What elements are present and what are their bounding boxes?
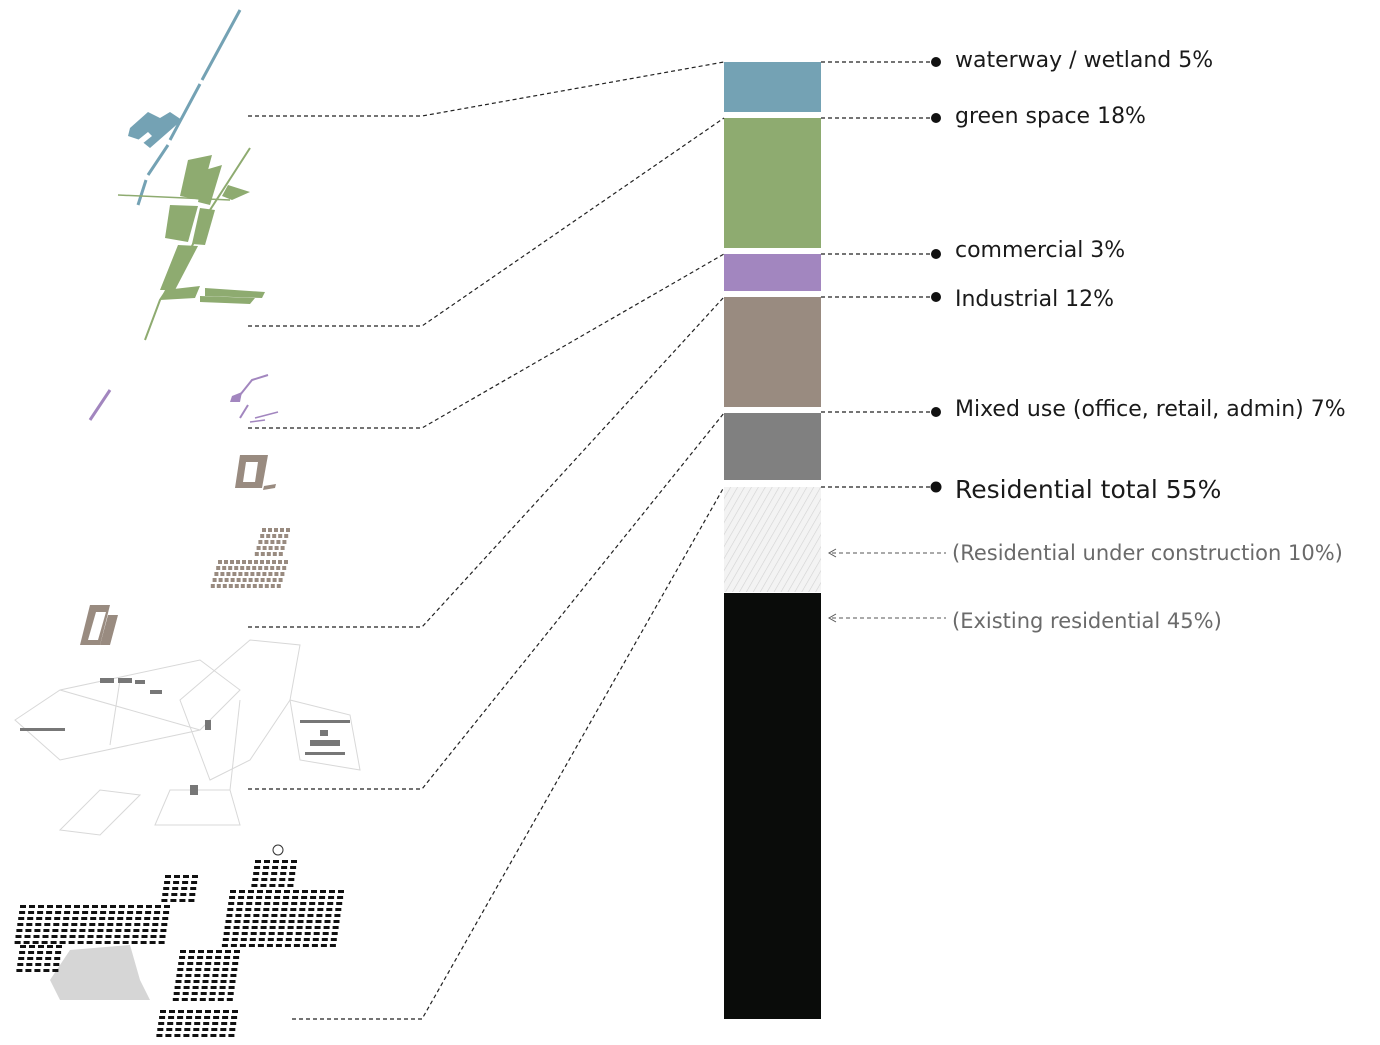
label-residential-total: Residential total 55% — [955, 475, 1222, 504]
bar-segment-mixed-use — [724, 413, 821, 480]
label-industrial: Industrial 12% — [955, 287, 1115, 312]
layer-residential-map — [14, 844, 344, 1037]
bar-segment-waterway — [724, 62, 821, 112]
layer-mixed-use-map — [14, 639, 361, 836]
bar-segment-existing-residential — [724, 593, 821, 1019]
label-green-space: green space 18% — [955, 104, 1146, 129]
label-dots — [930, 57, 942, 493]
layer-green-map — [117, 147, 265, 341]
stacked-bar — [724, 62, 821, 1019]
label-residential-under-construction: (Residential under construction 10%) — [952, 541, 1343, 565]
map-leader-lines — [248, 61, 725, 1020]
bar-segment-green — [724, 118, 821, 248]
label-mixed-use: Mixed use (office, retail, admin) 7% — [955, 397, 1346, 422]
layer-industrial-map — [80, 455, 290, 645]
layer-waterway-map — [128, 9, 242, 206]
bar-segment-commercial — [724, 254, 821, 291]
layer-commercial-map — [88, 374, 279, 423]
label-commercial: commercial 3% — [955, 238, 1126, 263]
label-waterway: waterway / wetland 5% — [955, 48, 1214, 73]
sub-label-arrows — [832, 552, 946, 619]
sub-label-arrowheads — [827, 548, 837, 623]
bar-segment-residential-under-construction — [724, 487, 821, 592]
bar-segment-industrial — [724, 297, 821, 407]
label-leader-lines — [821, 61, 936, 488]
label-existing-residential: (Existing residential 45%) — [952, 609, 1222, 633]
